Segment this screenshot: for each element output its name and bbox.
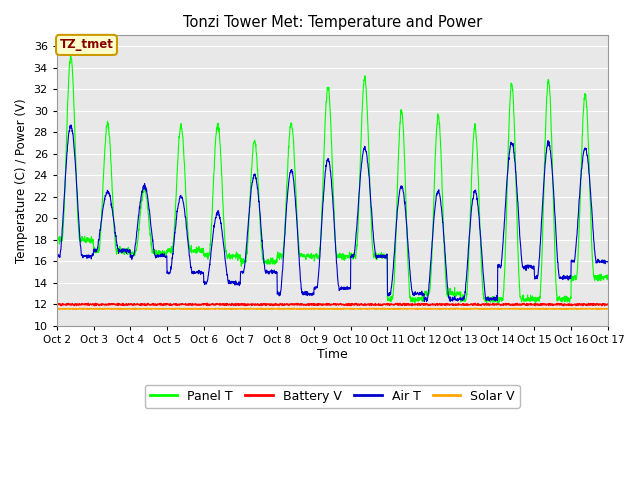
Line: Air T: Air T	[57, 125, 608, 301]
Air T	[493, 294, 500, 300]
Air T	[67, 122, 75, 128]
Air T	[604, 259, 612, 264]
Line: Panel T: Panel T	[57, 54, 608, 305]
Panel T	[67, 51, 75, 57]
Panel T	[532, 302, 540, 308]
Air T	[556, 276, 563, 281]
Line: Solar V: Solar V	[57, 308, 608, 310]
Title: Tonzi Tower Met: Temperature and Power: Tonzi Tower Met: Temperature and Power	[182, 15, 482, 30]
Panel T	[360, 78, 368, 84]
Solar V	[493, 306, 500, 312]
Y-axis label: Temperature (C) / Power (V): Temperature (C) / Power (V)	[15, 98, 28, 263]
Solar V	[604, 306, 612, 312]
Battery V	[361, 301, 369, 307]
Battery V	[556, 301, 563, 307]
Solar V	[571, 306, 579, 312]
Panel T	[493, 296, 500, 302]
Air T	[53, 253, 61, 259]
Text: TZ_tmet: TZ_tmet	[60, 38, 113, 51]
Air T	[422, 299, 430, 304]
Line: Battery V: Battery V	[57, 303, 608, 306]
Battery V	[604, 301, 612, 307]
Air T	[348, 254, 356, 260]
Panel T	[207, 235, 214, 241]
Panel T	[571, 275, 579, 280]
Battery V	[207, 302, 215, 308]
Panel T	[604, 276, 612, 282]
Battery V	[91, 303, 99, 309]
Air T	[207, 254, 214, 260]
Solar V	[349, 306, 356, 312]
Panel T	[556, 293, 563, 299]
Battery V	[204, 300, 211, 306]
Solar V	[296, 307, 303, 312]
Solar V	[556, 306, 563, 312]
Panel T	[348, 253, 356, 259]
Legend: Panel T, Battery V, Air T, Solar V: Panel T, Battery V, Air T, Solar V	[145, 384, 520, 408]
Air T	[571, 256, 579, 262]
Battery V	[349, 302, 356, 308]
Solar V	[258, 305, 266, 311]
Solar V	[207, 306, 214, 312]
Solar V	[361, 306, 369, 312]
Solar V	[53, 306, 61, 312]
Air T	[360, 146, 368, 152]
X-axis label: Time: Time	[317, 348, 348, 361]
Battery V	[493, 301, 500, 307]
Panel T	[53, 234, 61, 240]
Battery V	[53, 301, 61, 307]
Battery V	[571, 302, 579, 308]
